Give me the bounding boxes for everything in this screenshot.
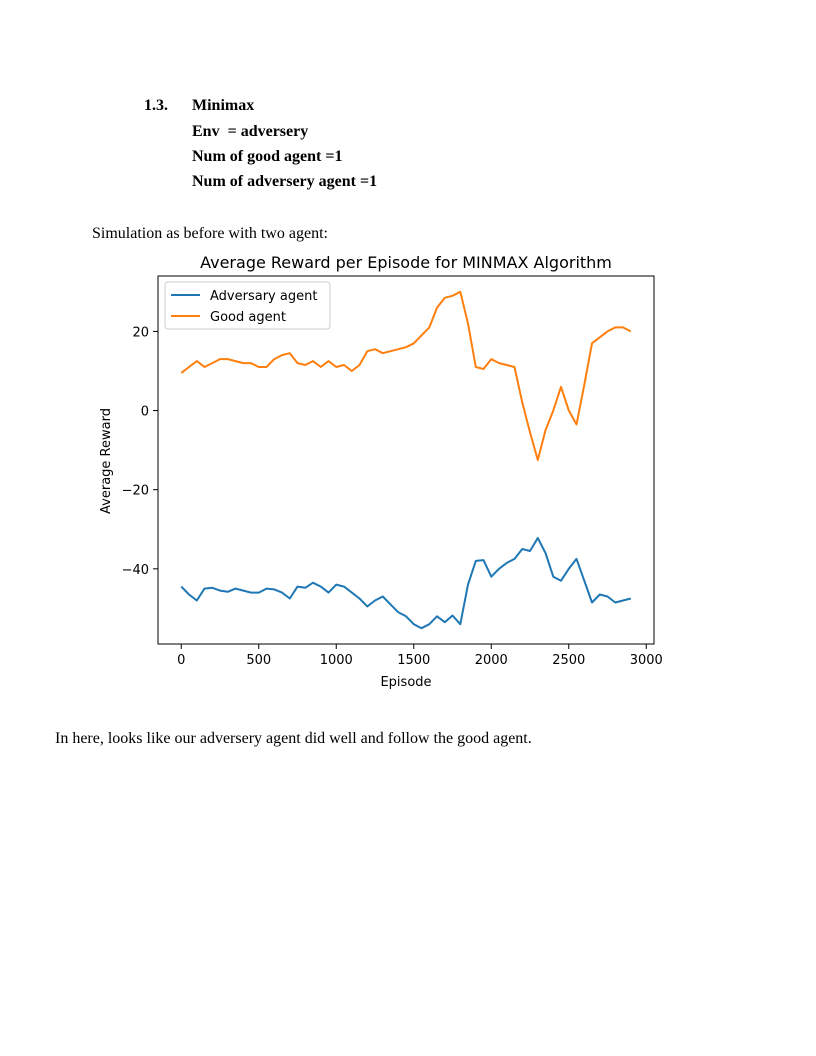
legend-label-good: Good agent <box>210 310 286 325</box>
chart-title: Average Reward per Episode for MINMAX Al… <box>200 253 612 272</box>
series-line-adversary <box>180 537 632 630</box>
x-tick-label: 2500 <box>552 653 585 668</box>
x-axis-ticks: 0 500 1000 1500 2000 2500 3000 <box>177 644 663 668</box>
x-tick-label: 2000 <box>475 653 508 668</box>
reward-chart: Average Reward per Episode for MINMAX Al… <box>99 253 663 690</box>
good-agent-count-line: Num of good agent =1 <box>192 148 343 165</box>
x-tick-label: 0 <box>177 653 185 668</box>
section-number: 1.3. <box>144 97 168 114</box>
closing-text: In here, looks like our adversery agent … <box>55 730 532 747</box>
y-tick-label: −40 <box>122 563 149 578</box>
x-tick-label: 3000 <box>630 653 663 668</box>
y-axis-ticks: −40 −20 0 20 <box>122 325 158 578</box>
plot-frame <box>157 275 655 645</box>
chart-legend: Adversary agent Good agent <box>164 281 331 330</box>
x-tick-label: 1500 <box>397 653 430 668</box>
section-title: Minimax <box>192 97 255 114</box>
x-tick-label: 1000 <box>320 653 353 668</box>
plot-lines <box>180 290 632 630</box>
x-axis-label: Episode <box>380 675 431 690</box>
adversary-agent-count-line: Num of adversery agent =1 <box>192 173 378 190</box>
legend-label-adversary: Adversary agent <box>210 289 317 304</box>
series-line-good <box>180 290 632 461</box>
y-tick-label: 20 <box>132 325 149 340</box>
intro-text: Simulation as before with two agent: <box>92 225 328 242</box>
y-tick-label: −20 <box>122 484 149 499</box>
x-tick-label: 500 <box>246 653 271 668</box>
legend-box <box>164 281 331 330</box>
y-tick-label: 0 <box>141 405 149 420</box>
y-axis-label: Average Reward <box>99 408 114 514</box>
env-line: Env = adversery <box>192 123 309 140</box>
